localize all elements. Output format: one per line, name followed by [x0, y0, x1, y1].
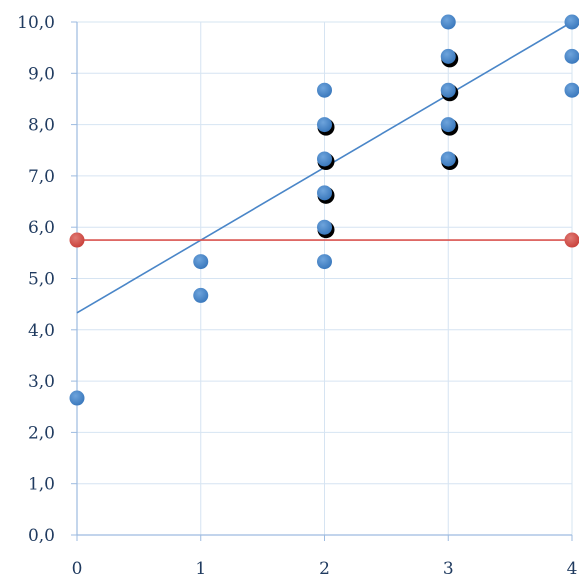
data-point — [69, 232, 85, 248]
data-point — [564, 14, 579, 30]
data-point — [564, 232, 579, 248]
data-point — [440, 14, 456, 30]
data-point — [317, 117, 332, 133]
y-tick-label: 2,0 — [28, 423, 55, 443]
data-point — [317, 185, 332, 201]
data-point — [317, 254, 332, 270]
data-point — [69, 390, 85, 406]
data-point — [440, 151, 456, 167]
data-point — [440, 117, 456, 133]
x-tick-label: 0 — [72, 559, 83, 575]
y-tick-label: 7,0 — [28, 167, 55, 187]
data-point — [440, 82, 456, 98]
x-tick-label: 4 — [567, 559, 578, 575]
y-tick-label: 0,0 — [28, 526, 55, 546]
grid — [77, 21, 573, 536]
data-points — [69, 14, 579, 406]
data-point — [317, 82, 332, 98]
y-tick-label: 10,0 — [17, 13, 55, 33]
y-tick-label: 5,0 — [28, 270, 55, 290]
data-point — [564, 48, 579, 64]
y-tick-label: 4,0 — [28, 321, 55, 341]
y-tick-label: 6,0 — [28, 218, 55, 238]
data-point — [193, 287, 209, 303]
x-tick-label: 1 — [195, 559, 206, 575]
data-point — [193, 254, 209, 270]
data-point — [317, 151, 332, 167]
data-point — [317, 219, 332, 235]
data-point — [564, 82, 579, 98]
y-tick-label: 8,0 — [28, 116, 55, 136]
y-tick-labels: 0,0 1,0 2,0 3,0 4,0 5,0 6,0 7,0 8,0 9,0 10,0 — [17, 13, 55, 546]
x-tick-label: 3 — [443, 559, 454, 575]
y-tick-label: 1,0 — [28, 475, 55, 495]
axes — [71, 21, 573, 541]
y-tick-label: 3,0 — [28, 372, 55, 392]
y-tick-label: 9,0 — [28, 64, 55, 84]
data-point — [440, 48, 456, 64]
x-tick-label: 2 — [319, 559, 330, 575]
x-tick-labels: 0 1 2 3 4 — [72, 559, 578, 575]
